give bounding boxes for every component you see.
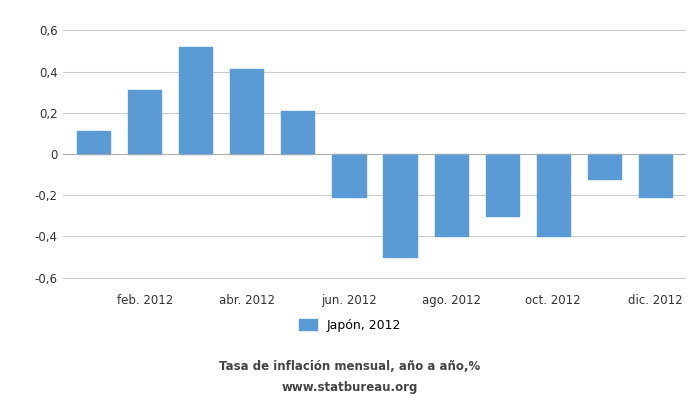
Bar (537, 154, 570, 236)
Bar (230, 70, 263, 154)
Text: www.statbureau.org: www.statbureau.org (282, 381, 418, 394)
Bar (77, 131, 110, 154)
Legend: Japón, 2012: Japón, 2012 (299, 319, 401, 332)
Bar (384, 154, 416, 257)
Bar (128, 90, 161, 154)
Bar (179, 47, 212, 154)
Bar (435, 154, 468, 236)
Bar (486, 154, 519, 216)
Bar (639, 154, 672, 197)
Bar (588, 154, 621, 179)
Text: Tasa de inflación mensual, año a año,%: Tasa de inflación mensual, año a año,% (219, 360, 481, 372)
Bar (281, 111, 314, 154)
Bar (332, 154, 365, 197)
